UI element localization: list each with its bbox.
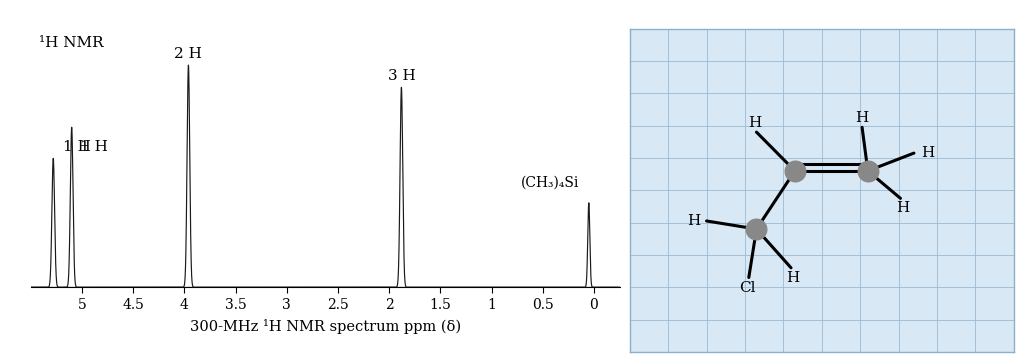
Text: H: H xyxy=(921,146,934,160)
Point xyxy=(860,168,877,174)
Text: 1 H: 1 H xyxy=(63,140,91,154)
Text: 3 H: 3 H xyxy=(387,69,416,83)
Text: H: H xyxy=(896,201,909,215)
Text: H: H xyxy=(786,271,800,285)
Text: 1 H: 1 H xyxy=(80,140,108,154)
Point xyxy=(749,226,765,232)
X-axis label: 300-MHz ¹H NMR spectrum ppm (δ): 300-MHz ¹H NMR spectrum ppm (δ) xyxy=(189,318,461,334)
Text: Cl: Cl xyxy=(738,281,755,295)
Text: ¹H NMR: ¹H NMR xyxy=(39,36,103,50)
Text: H: H xyxy=(687,214,700,228)
Text: H: H xyxy=(855,111,868,125)
Point xyxy=(786,168,803,174)
Text: H: H xyxy=(748,116,761,130)
Text: (CH₃)₄Si: (CH₃)₄Si xyxy=(520,176,580,190)
Text: 2 H: 2 H xyxy=(174,47,203,61)
